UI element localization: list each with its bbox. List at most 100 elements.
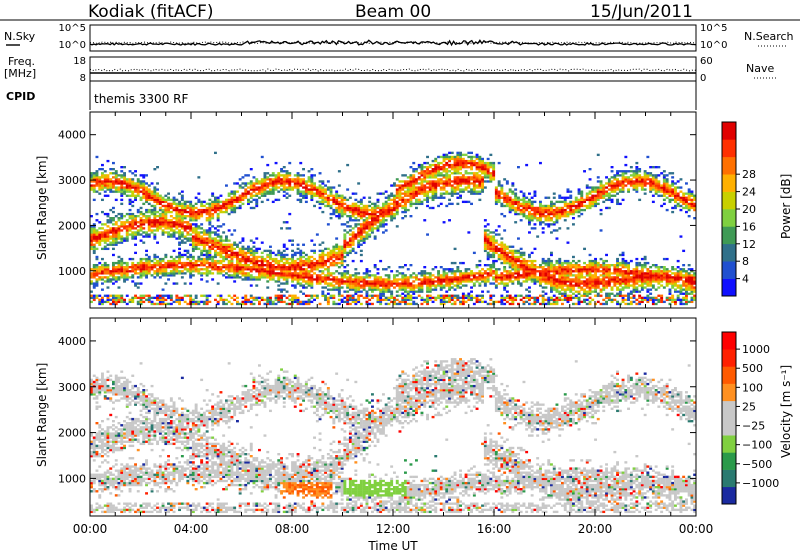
data-cell <box>197 270 201 273</box>
data-cell <box>291 264 294 267</box>
data-cell <box>117 227 121 230</box>
data-cell <box>566 294 570 297</box>
data-cell <box>420 270 424 273</box>
data-cell <box>180 261 184 265</box>
data-cell <box>528 264 531 267</box>
data-cell <box>139 225 143 228</box>
data-cell <box>109 241 113 244</box>
data-cell <box>489 166 493 169</box>
data-cell <box>136 184 140 187</box>
data-cell <box>393 298 396 302</box>
data-cell <box>453 192 457 195</box>
data-cell <box>417 286 421 289</box>
data-cell <box>101 176 104 179</box>
data-cell <box>373 210 377 214</box>
data-cell <box>475 172 479 175</box>
data-cell <box>214 243 217 246</box>
data-cell <box>139 227 143 230</box>
data-cell <box>423 172 427 175</box>
data-cell <box>123 166 126 169</box>
data-cell <box>351 208 355 212</box>
data-cell <box>470 161 473 165</box>
data-cell <box>236 253 239 257</box>
data-cell <box>346 241 350 244</box>
data-cell <box>112 296 115 300</box>
data-cell <box>263 302 267 306</box>
data-cell <box>437 278 440 281</box>
data-cell <box>453 247 457 251</box>
data-cell <box>362 276 366 279</box>
data-cell <box>552 229 556 232</box>
data-cell <box>373 227 377 230</box>
data-cell <box>167 274 170 277</box>
noise-panel <box>89 24 697 52</box>
data-cell <box>448 176 451 179</box>
data-cell <box>522 210 526 214</box>
data-cell <box>346 188 350 191</box>
data-cell <box>277 288 281 291</box>
data-cell <box>131 298 135 302</box>
data-cell <box>505 255 509 259</box>
data-cell <box>522 274 526 277</box>
data-cell <box>211 217 215 220</box>
data-cell <box>412 188 416 191</box>
data-cell <box>547 282 551 285</box>
data-cell <box>453 155 457 159</box>
data-cell <box>293 259 297 263</box>
data-cell <box>222 202 226 206</box>
data-cell <box>216 215 220 218</box>
data-cell <box>406 268 410 271</box>
data-cell <box>442 170 446 173</box>
data-cell <box>125 229 129 232</box>
data-cell <box>326 288 330 291</box>
data-cell <box>219 239 223 242</box>
data-cell <box>442 280 446 283</box>
data-cell <box>566 202 570 206</box>
data-cell <box>552 272 556 275</box>
data-cell <box>459 261 462 265</box>
data-cell <box>552 210 556 214</box>
data-cell <box>453 294 457 297</box>
data-cell <box>519 274 523 277</box>
data-cell <box>478 159 482 163</box>
data-cell <box>337 204 341 208</box>
data-cell <box>470 176 473 179</box>
data-cell <box>252 298 256 302</box>
data-cell <box>511 298 515 302</box>
data-cell <box>525 296 529 300</box>
data-cell <box>398 282 402 285</box>
data-cell <box>525 259 529 263</box>
data-cell <box>178 235 181 238</box>
data-cell <box>431 198 435 202</box>
data-cell <box>475 278 479 281</box>
data-cell <box>335 276 339 279</box>
data-cell <box>172 300 176 304</box>
data-cell <box>517 251 520 255</box>
data-cell <box>120 237 124 240</box>
data-cell <box>123 300 126 304</box>
data-cell <box>508 210 512 214</box>
data-cell <box>541 227 545 230</box>
data-cell <box>450 278 454 281</box>
data-cell <box>95 272 99 275</box>
data-cell <box>459 300 462 304</box>
data-cell <box>500 253 504 257</box>
data-cell <box>376 284 380 287</box>
data-cell <box>183 268 187 271</box>
data-cell <box>101 163 104 167</box>
data-cell <box>216 259 220 263</box>
data-cell <box>448 157 451 161</box>
data-cell <box>263 272 267 275</box>
data-cell <box>145 215 148 218</box>
data-cell <box>365 204 369 208</box>
data-cell <box>404 302 407 306</box>
data-cell <box>117 212 121 216</box>
data-cell <box>390 206 394 210</box>
data-cell <box>379 298 383 302</box>
data-cell <box>158 259 162 263</box>
data-cell <box>362 272 366 275</box>
data-cell <box>406 192 410 195</box>
data-cell <box>134 170 137 173</box>
data-cell <box>390 210 394 214</box>
data-cell <box>448 219 451 222</box>
